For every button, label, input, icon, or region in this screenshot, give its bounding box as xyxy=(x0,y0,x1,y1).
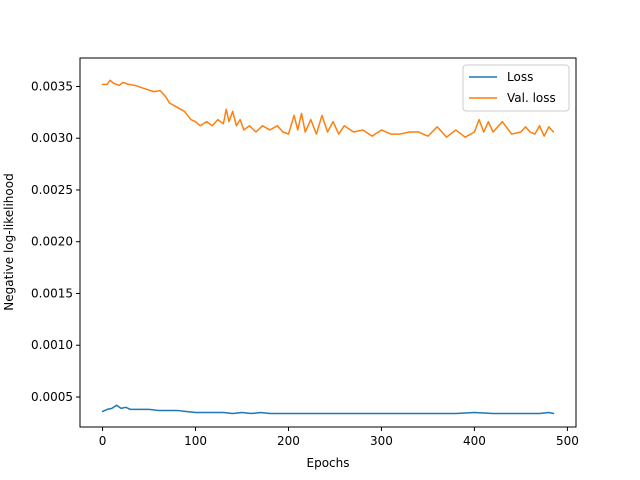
y-tick-label: 0.0005 xyxy=(31,390,73,404)
y-tick-label: 0.0015 xyxy=(31,286,73,300)
x-tick-label: 100 xyxy=(184,434,207,448)
series-layer xyxy=(101,79,555,415)
x-axis: 0 100 200 300 400 500 xyxy=(99,427,579,448)
y-tick-label: 0.0035 xyxy=(31,79,73,93)
x-axis-label: Epochs xyxy=(307,456,350,470)
y-tick-label: 0.0020 xyxy=(31,235,73,249)
legend: Loss Val. loss xyxy=(462,64,570,112)
x-tick-label: 200 xyxy=(277,434,300,448)
series-line-loss xyxy=(101,404,555,415)
legend-label: Loss xyxy=(507,70,533,84)
x-tick-label: 0 xyxy=(99,434,107,448)
y-tick-label: 0.0030 xyxy=(31,131,73,145)
axes-frame xyxy=(79,57,577,428)
y-axis: 0.0005 0.0010 0.0015 0.0020 0.0025 0.0030 0.00… xyxy=(31,79,80,404)
series-line-val-loss xyxy=(101,79,555,138)
x-tick-label: 300 xyxy=(370,434,393,448)
y-tick-label: 0.0025 xyxy=(31,183,73,197)
y-axis-label: Negative log-likelihood xyxy=(2,173,16,310)
legend-label: Val. loss xyxy=(507,91,556,105)
x-tick-label: 400 xyxy=(463,434,486,448)
x-tick-label: 500 xyxy=(556,434,579,448)
y-tick-label: 0.0010 xyxy=(31,338,73,352)
